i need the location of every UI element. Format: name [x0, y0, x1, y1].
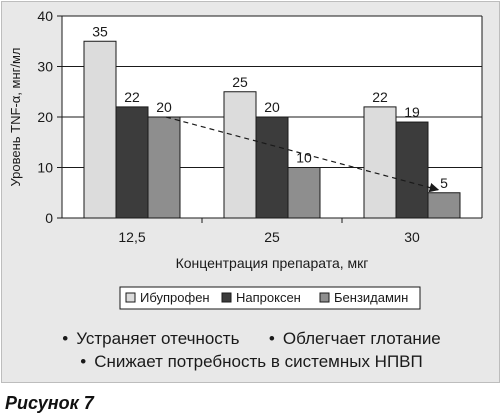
y-tick-label: 0 — [45, 210, 53, 226]
data-label: 35 — [92, 23, 108, 39]
bullet-marker: • — [268, 329, 275, 348]
legend-label: Напроксен — [236, 290, 301, 305]
bullet-item-3: Снижает потребность в системных НПВП — [94, 352, 423, 371]
bar — [255, 116, 289, 219]
bar — [395, 121, 429, 219]
bullet-marker: • — [62, 329, 69, 348]
legend-swatch — [125, 292, 136, 303]
legend-label: Бензидамин — [334, 290, 408, 305]
x-tick-label: 25 — [264, 229, 280, 245]
bar-chart: 35 22 20 25 20 10 22 19 5 0 10 20 30 40 12,5 25 30 Урове… — [8, 8, 483, 310]
data-label: 25 — [232, 74, 248, 90]
y-tick-label: 30 — [37, 59, 53, 75]
bullet-row-1: • Устраняет отечность • Облегчает глотание — [0, 329, 503, 349]
x-tick-label: 30 — [404, 229, 420, 245]
trend-arrow — [165, 116, 440, 193]
bar — [223, 91, 257, 219]
data-label: 5 — [440, 175, 448, 191]
data-label: 20 — [156, 99, 172, 115]
legend-swatch — [319, 292, 330, 303]
bar — [427, 192, 461, 219]
bar — [363, 106, 397, 219]
x-tick-label: 12,5 — [118, 229, 145, 245]
bullet-row-2: • Снижает потребность в системных НПВП — [0, 352, 503, 372]
bar — [83, 40, 117, 219]
bar — [147, 116, 181, 219]
legend-label: Ибупрофен — [140, 290, 210, 305]
data-label: 20 — [264, 99, 280, 115]
x-axis-title: Концентрация препарата, мкг — [176, 255, 369, 271]
y-tick-label: 10 — [37, 160, 53, 176]
bar — [287, 167, 321, 219]
data-label: 10 — [296, 150, 312, 166]
data-label: 19 — [404, 104, 420, 120]
legend-swatch — [221, 292, 232, 303]
y-axis-title: Уровень TNF-α, мнг/мл — [8, 47, 23, 186]
data-label: 22 — [372, 89, 388, 105]
bullet-item-1: Устраняет отечность — [76, 329, 240, 348]
legend-box — [119, 286, 421, 310]
bullet-marker: • — [80, 352, 87, 371]
y-tick-label: 20 — [37, 109, 53, 125]
data-label: 22 — [124, 89, 140, 105]
bar — [115, 106, 149, 219]
bullet-item-2: Облегчает глотание — [282, 329, 441, 348]
figure-caption: Рисунок 7 — [5, 393, 94, 413]
y-tick-label: 40 — [37, 8, 53, 24]
